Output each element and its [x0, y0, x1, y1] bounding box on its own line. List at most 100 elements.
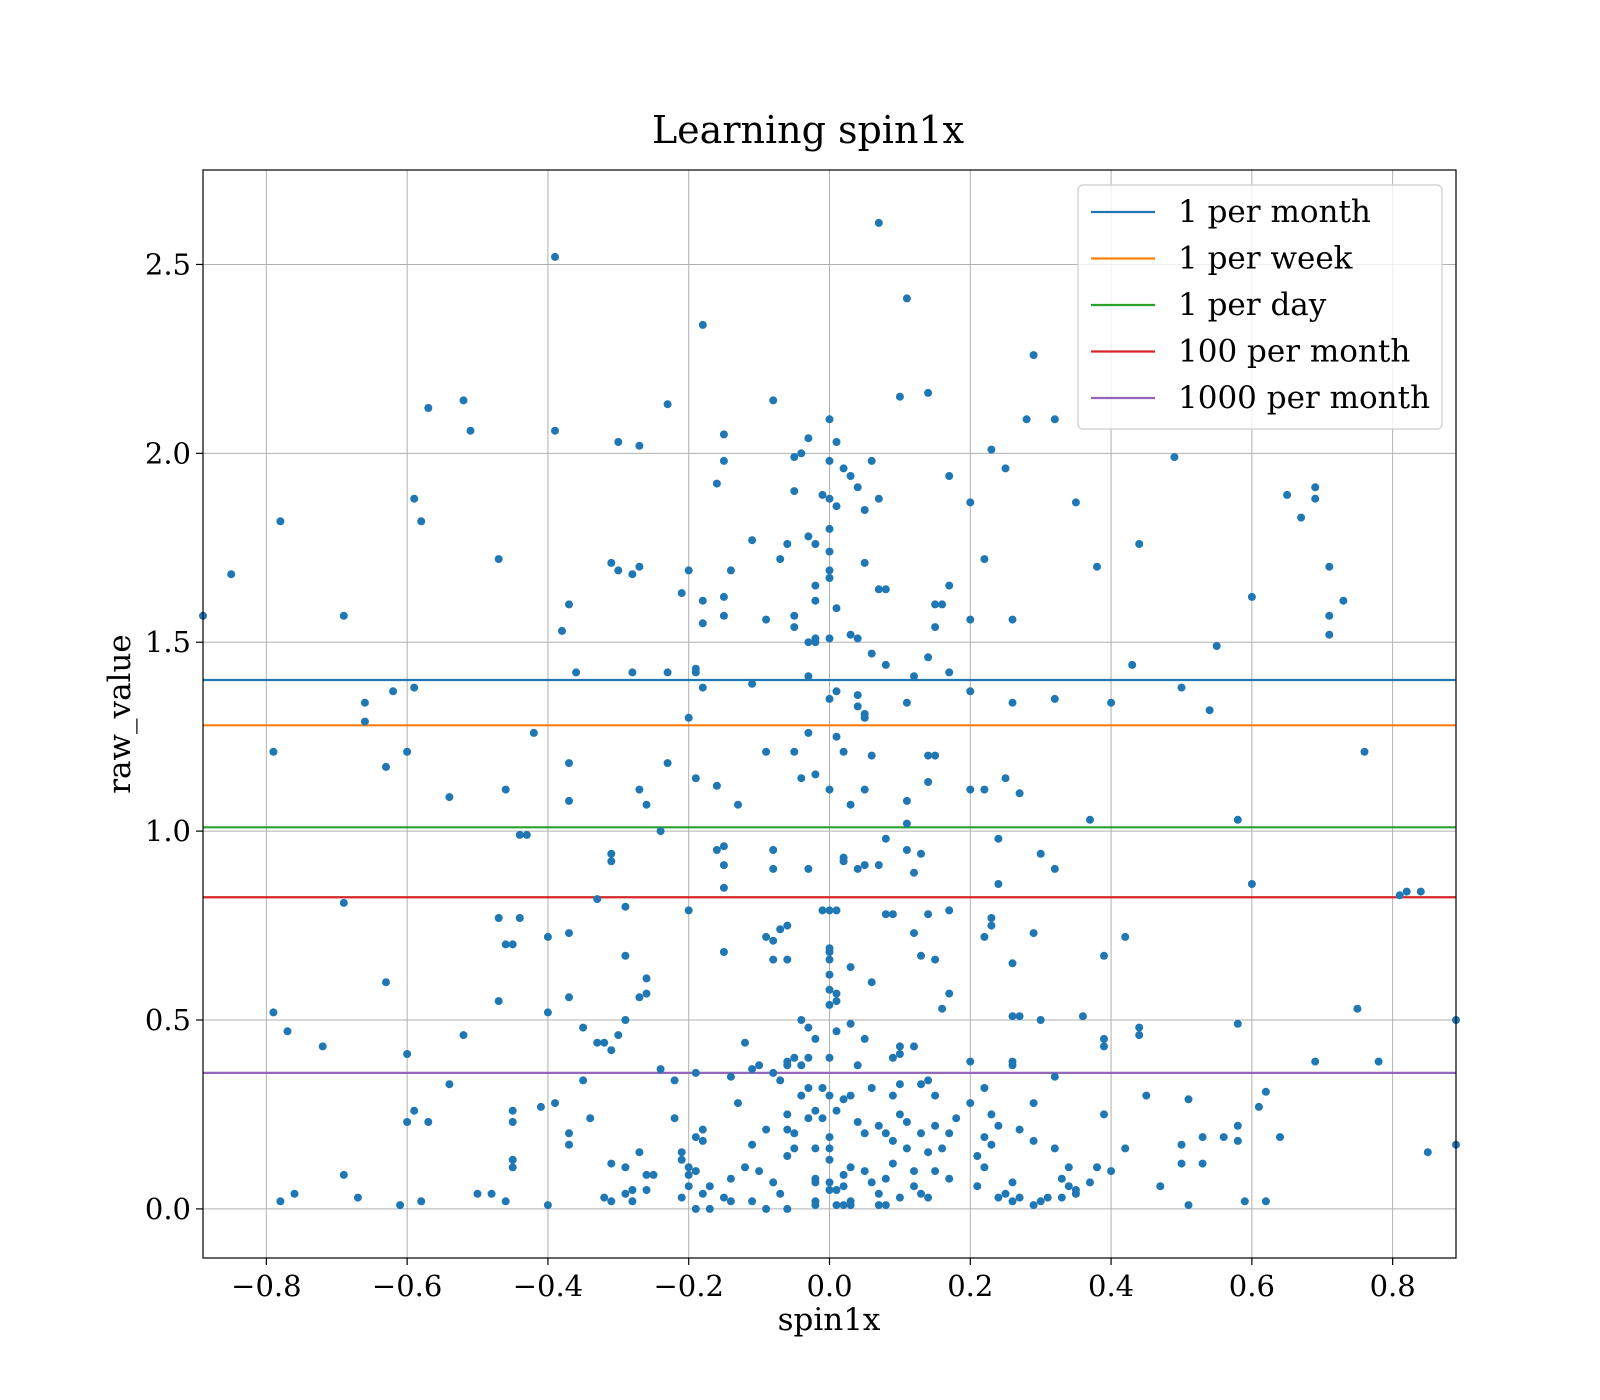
data-point — [1015, 1012, 1024, 1021]
data-point — [621, 1189, 630, 1198]
data-point — [910, 672, 918, 681]
data-point — [931, 955, 940, 964]
data-point — [565, 796, 573, 805]
data-point — [1121, 1144, 1130, 1153]
data-point — [895, 392, 904, 401]
data-point — [1395, 891, 1404, 900]
data-point — [945, 989, 954, 998]
data-point — [825, 1000, 834, 1009]
data-point — [1086, 1178, 1094, 1187]
data-point — [860, 861, 869, 870]
data-point — [1311, 483, 1320, 492]
data-point — [290, 1189, 299, 1198]
data-point — [980, 555, 989, 564]
data-point — [839, 747, 848, 756]
data-point — [565, 759, 573, 768]
data-point — [1050, 694, 1059, 703]
legend: 1 per month 1 per week 1 per day 100 per mo… — [1077, 184, 1443, 430]
data-point — [790, 623, 799, 632]
data-point — [726, 566, 735, 575]
data-point — [445, 1080, 454, 1089]
x-tick-label: −0.4 — [513, 1269, 583, 1303]
data-point — [769, 864, 778, 873]
data-point — [586, 1114, 595, 1123]
data-point — [776, 925, 785, 934]
data-point — [917, 1129, 925, 1138]
data-point — [790, 747, 799, 756]
data-point — [508, 1155, 517, 1164]
data-point — [1107, 698, 1116, 707]
data-point — [1036, 1197, 1045, 1206]
data-point — [748, 536, 757, 545]
data-point — [748, 1197, 757, 1206]
data-point — [1254, 1102, 1263, 1111]
data-point — [600, 1193, 609, 1202]
data-point — [860, 1034, 869, 1043]
data-point — [691, 1204, 700, 1213]
data-point — [867, 751, 876, 760]
data-point — [846, 1019, 855, 1028]
data-point — [987, 445, 996, 454]
data-point — [966, 1099, 975, 1108]
legend-items: 1 per month 1 per week 1 per day 100 per mo… — [1091, 194, 1430, 416]
data-point — [846, 472, 855, 480]
data-point — [1078, 1012, 1087, 1021]
data-point — [529, 728, 538, 737]
data-point — [832, 438, 841, 446]
data-point — [628, 1186, 637, 1194]
data-point — [748, 679, 757, 688]
data-point — [705, 1182, 714, 1191]
data-point — [867, 1084, 876, 1092]
data-point — [825, 1186, 834, 1194]
data-point — [1086, 815, 1094, 824]
data-point — [853, 1061, 862, 1070]
data-point — [698, 683, 707, 692]
data-point — [600, 1038, 609, 1047]
data-point — [558, 626, 566, 635]
data-point — [966, 615, 975, 624]
data-point — [1029, 1201, 1038, 1210]
legend-label: 1 per week — [1178, 241, 1353, 277]
data-point — [1029, 1099, 1038, 1108]
data-point — [825, 906, 834, 915]
data-point — [973, 1182, 982, 1191]
data-point — [980, 1133, 989, 1142]
data-point — [1100, 1110, 1108, 1119]
data-point — [945, 906, 954, 915]
data-point — [1297, 513, 1306, 522]
data-point — [1100, 951, 1108, 960]
y-tick-label: 1.5 — [145, 625, 191, 659]
data-point — [719, 948, 728, 956]
data-point — [825, 955, 834, 964]
data-point — [410, 494, 419, 503]
data-point — [804, 434, 813, 443]
data-point — [797, 1091, 806, 1100]
data-point — [804, 638, 813, 647]
data-point — [790, 1053, 799, 1062]
data-point — [1071, 498, 1080, 507]
data-point — [1022, 415, 1031, 424]
data-point — [1423, 1148, 1432, 1157]
data-point — [719, 861, 728, 870]
data-point — [783, 540, 792, 548]
data-point — [832, 604, 841, 613]
data-point — [860, 1167, 869, 1176]
data-point — [698, 596, 707, 605]
data-point — [980, 1163, 989, 1172]
data-point — [1015, 1193, 1024, 1202]
data-point — [459, 1031, 468, 1040]
data-point — [1029, 929, 1038, 938]
data-point — [670, 1114, 679, 1123]
data-point — [783, 955, 792, 964]
data-point — [917, 1189, 925, 1198]
data-point — [621, 951, 630, 960]
data-point — [607, 857, 616, 866]
data-point — [839, 1182, 848, 1191]
data-point — [1142, 1091, 1151, 1100]
data-point — [227, 570, 236, 579]
data-point — [987, 1110, 996, 1119]
data-point — [825, 1133, 834, 1142]
data-point — [966, 498, 975, 507]
data-point — [607, 849, 616, 858]
data-point — [874, 1121, 883, 1130]
